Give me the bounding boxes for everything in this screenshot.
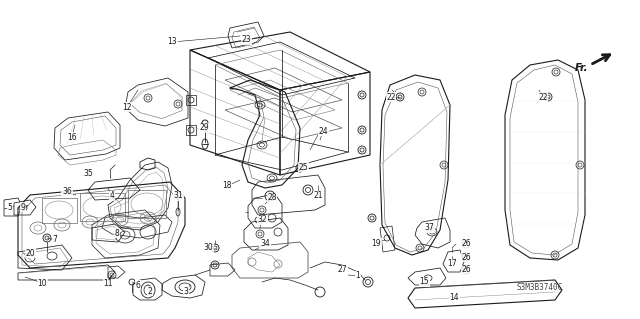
Text: 26: 26	[461, 240, 471, 249]
Text: 10: 10	[37, 278, 47, 287]
Text: 12: 12	[122, 102, 132, 112]
Text: S3M3B3740C: S3M3B3740C	[517, 284, 563, 293]
Text: 35: 35	[83, 168, 93, 177]
Text: 30: 30	[203, 243, 213, 253]
Text: 29: 29	[199, 123, 209, 132]
Text: 13: 13	[167, 38, 177, 47]
Text: 3: 3	[184, 286, 188, 295]
Text: 31: 31	[173, 191, 183, 201]
Text: 26: 26	[461, 253, 471, 262]
Text: 18: 18	[222, 182, 232, 190]
Text: 15: 15	[419, 278, 429, 286]
Text: 19: 19	[371, 239, 381, 248]
Text: 6: 6	[136, 280, 140, 290]
Text: 22: 22	[387, 93, 396, 101]
Text: 14: 14	[449, 293, 459, 302]
Text: 32: 32	[257, 216, 267, 225]
Text: 9: 9	[20, 203, 26, 211]
Text: 37: 37	[424, 224, 434, 233]
Text: 25: 25	[298, 162, 308, 172]
Text: 27: 27	[337, 265, 347, 275]
Text: 1: 1	[356, 271, 360, 280]
Text: 4: 4	[109, 191, 115, 201]
Text: Fr.: Fr.	[575, 63, 589, 73]
Text: 26: 26	[461, 265, 471, 275]
Text: 34: 34	[260, 240, 270, 249]
Text: 21: 21	[313, 191, 323, 201]
Text: 5: 5	[8, 203, 12, 211]
Text: 23: 23	[241, 35, 251, 44]
Text: 11: 11	[103, 279, 113, 288]
Text: 17: 17	[447, 259, 457, 269]
Text: 28: 28	[268, 194, 276, 203]
Text: 24: 24	[318, 127, 328, 136]
Text: 8: 8	[115, 228, 120, 238]
Text: 22: 22	[538, 93, 548, 101]
Text: 36: 36	[62, 188, 72, 197]
Text: 2: 2	[148, 286, 152, 295]
Text: 7: 7	[52, 235, 58, 244]
Text: 16: 16	[67, 132, 77, 142]
Text: 20: 20	[25, 249, 35, 257]
